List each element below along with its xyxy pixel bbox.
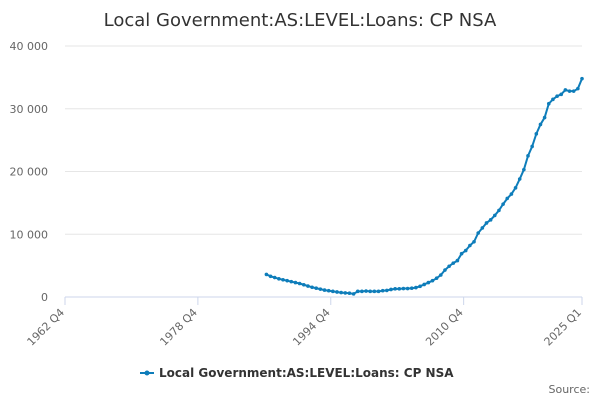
point — [530, 144, 534, 149]
point — [559, 92, 564, 97]
point — [497, 208, 501, 213]
point — [551, 97, 555, 102]
point — [401, 286, 406, 291]
legend-label: Local Government:AS:LEVEL:Loans: CP NSA — [159, 366, 454, 380]
point — [351, 292, 356, 296]
point — [484, 221, 489, 225]
point — [405, 286, 410, 291]
y-tick-label: 10 000 — [10, 228, 49, 241]
point — [538, 122, 543, 127]
point — [513, 186, 518, 190]
point — [422, 282, 427, 287]
chart-title: Local Government:AS:LEVEL:Loans: CP NSA — [104, 10, 497, 31]
point — [277, 277, 281, 281]
point — [310, 285, 314, 290]
y-tick-label: 30 000 — [10, 103, 49, 116]
legend-marker — [144, 370, 150, 376]
point — [451, 261, 456, 265]
point — [380, 288, 385, 293]
point — [360, 289, 364, 294]
point — [331, 289, 335, 294]
x-tick-label: 2010 Q4 — [423, 306, 466, 349]
point — [580, 76, 584, 81]
point — [534, 132, 539, 136]
x-tick-label: 1962 Q4 — [25, 306, 68, 349]
series-line — [265, 78, 583, 295]
point — [322, 288, 327, 292]
point — [492, 213, 497, 218]
point — [480, 226, 485, 230]
point — [326, 288, 331, 293]
point — [459, 251, 464, 256]
point — [501, 202, 505, 206]
point — [526, 154, 530, 158]
x-tick-label: 2025 Q1 — [542, 306, 585, 349]
point — [272, 275, 277, 280]
point — [393, 287, 397, 291]
point — [335, 290, 339, 294]
point — [306, 284, 310, 288]
y-tick-label: 20 000 — [10, 166, 49, 179]
point — [418, 284, 422, 289]
x-tick-label: 1994 Q4 — [290, 306, 333, 349]
point — [447, 264, 451, 269]
point — [268, 274, 273, 279]
point — [314, 286, 319, 291]
point — [426, 280, 431, 285]
point — [293, 280, 298, 285]
point — [364, 289, 368, 293]
y-tick-label: 40 000 — [10, 40, 49, 53]
point — [385, 288, 389, 293]
point — [389, 287, 393, 292]
point — [505, 196, 510, 201]
point — [339, 290, 343, 295]
point — [343, 291, 348, 295]
point — [563, 88, 568, 92]
y-tick-label: 0 — [41, 291, 48, 304]
point — [264, 272, 269, 277]
point — [576, 86, 580, 91]
point — [517, 177, 522, 181]
point — [472, 239, 476, 244]
x-tick-label: 1978 Q4 — [157, 306, 200, 349]
point — [372, 289, 377, 294]
point — [546, 101, 551, 106]
point — [509, 192, 514, 196]
source-label: Source: — [549, 383, 591, 396]
point — [488, 218, 493, 222]
point — [318, 287, 323, 291]
point — [455, 258, 460, 263]
point — [522, 167, 526, 172]
point — [376, 289, 381, 294]
point — [439, 273, 443, 277]
point — [285, 278, 289, 283]
point — [463, 248, 468, 253]
point — [430, 278, 435, 283]
point — [443, 268, 447, 272]
point — [434, 276, 439, 280]
point — [397, 287, 402, 291]
point — [355, 289, 360, 294]
point — [347, 291, 352, 296]
point — [414, 285, 418, 290]
point — [281, 277, 285, 282]
point — [555, 94, 559, 98]
point — [409, 286, 414, 291]
point — [567, 89, 572, 93]
point — [571, 89, 576, 93]
point — [468, 243, 472, 248]
point — [301, 282, 306, 287]
point — [542, 115, 547, 120]
point — [297, 281, 302, 286]
point — [476, 231, 480, 235]
point — [368, 289, 373, 294]
point — [289, 279, 294, 284]
